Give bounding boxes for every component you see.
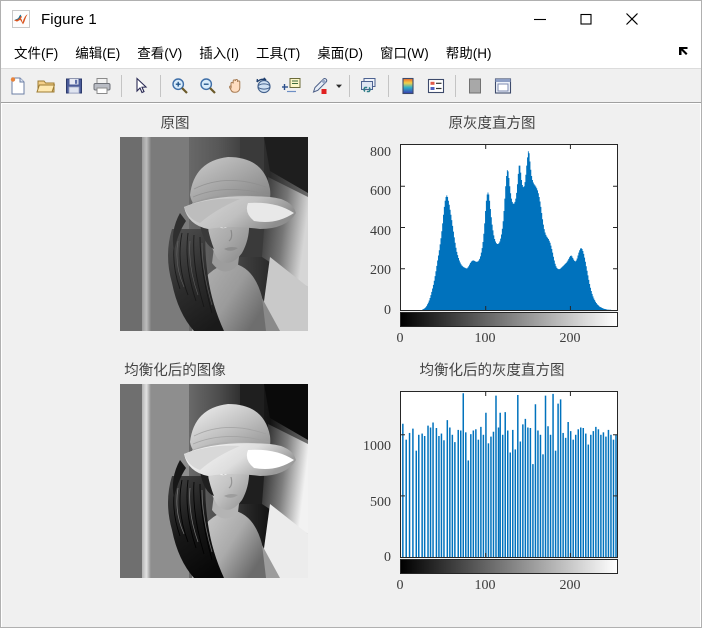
hist1-ytick-200: 200 [370,263,391,278]
equalized-histogram-title: 均衡化后的灰度直方图 [419,363,565,379]
zoom-out-icon[interactable] [195,73,221,99]
hist2-ytick-1000: 1000 [363,439,391,454]
print-figure-icon[interactable] [89,73,115,99]
menu-insert[interactable]: 插入(I) [199,45,239,61]
menu-edit[interactable]: 编辑(E) [75,45,121,61]
figure-canvas: 原图 [2,104,700,627]
undock-arrow-icon[interactable] [677,44,693,60]
save-figure-icon[interactable] [61,73,87,99]
toolbar-separator [388,74,389,97]
colorbar-icon[interactable] [395,73,421,99]
original-histogram-axes[interactable] [400,144,618,311]
lena-equalized-image [120,384,308,578]
original-image-title: 原图 [160,116,190,132]
menu-tools[interactable]: 工具(T) [256,45,301,61]
menu-desktop[interactable]: 桌面(D) [317,45,363,61]
menu-view[interactable]: 查看(V) [137,45,183,61]
lena-grayscale-image [120,137,308,331]
matlab-logo-icon [12,10,30,28]
data-cursor-icon[interactable] [279,73,305,99]
brush-data-icon[interactable] [307,73,333,99]
hist1-ytick-0: 0 [384,303,391,318]
toolbar-separator [349,74,350,97]
equalized-image-panel: 均衡化后的图像 [10,359,340,609]
menu-window[interactable]: 窗口(W) [380,45,429,61]
menu-help[interactable]: 帮助(H) [445,45,492,61]
hist2-xtick-100: 100 [474,578,496,593]
equalized-image-title: 均衡化后的图像 [124,363,226,379]
hist2-ytick-500: 500 [370,495,391,510]
title-bar: Figure 1 [1,1,701,37]
minimize-button[interactable] [517,1,563,37]
open-file-icon[interactable] [33,73,59,99]
legend-icon[interactable] [423,73,449,99]
window-title: Figure 1 [41,10,97,28]
hist2-xtick-0: 0 [396,578,404,593]
hist1-ytick-600: 600 [370,184,391,199]
pointer-arrow-icon[interactable] [128,73,154,99]
equalized-histogram-panel: 均衡化后的灰度直方图 1000 500 0 0 100 200 [347,359,692,609]
toolbar [1,68,701,103]
toolbar-separator [160,74,161,97]
maximize-button[interactable] [563,1,609,37]
show-plot-tools-icon[interactable] [490,73,516,99]
original-histogram-title: 原灰度直方图 [448,116,536,132]
hist1-xtick-0: 0 [396,331,404,346]
original-image-panel: 原图 [10,112,340,362]
zoom-in-icon[interactable] [167,73,193,99]
pan-hand-icon[interactable] [223,73,249,99]
hist2-xtick-200: 200 [559,578,581,593]
brush-dropdown-caret-icon[interactable] [334,74,344,98]
menu-file[interactable]: 文件(F) [14,45,59,61]
link-plot-icon[interactable] [356,73,382,99]
toolbar-separator [455,74,456,97]
toolbar-separator [121,74,122,97]
hist2-ytick-0: 0 [384,550,391,565]
rotate-3d-icon[interactable] [251,73,277,99]
hist2-grayscale-colorbar [400,559,618,574]
hist1-ytick-800: 800 [370,145,391,160]
new-figure-icon[interactable] [5,73,31,99]
hist1-grayscale-colorbar [400,312,618,327]
close-button[interactable] [609,1,655,37]
hist1-xtick-200: 200 [559,331,581,346]
hist1-xtick-100: 100 [474,331,496,346]
menu-bar: 文件(F) 编辑(E) 查看(V) 插入(I) 工具(T) 桌面(D) 窗口(W… [1,37,701,67]
hist1-ytick-400: 400 [370,224,391,239]
hide-plot-tools-icon[interactable] [462,73,488,99]
original-histogram-panel: 原灰度直方图 800 600 400 200 0 0 100 200 [347,112,692,362]
equalized-histogram-axes[interactable] [400,391,618,558]
